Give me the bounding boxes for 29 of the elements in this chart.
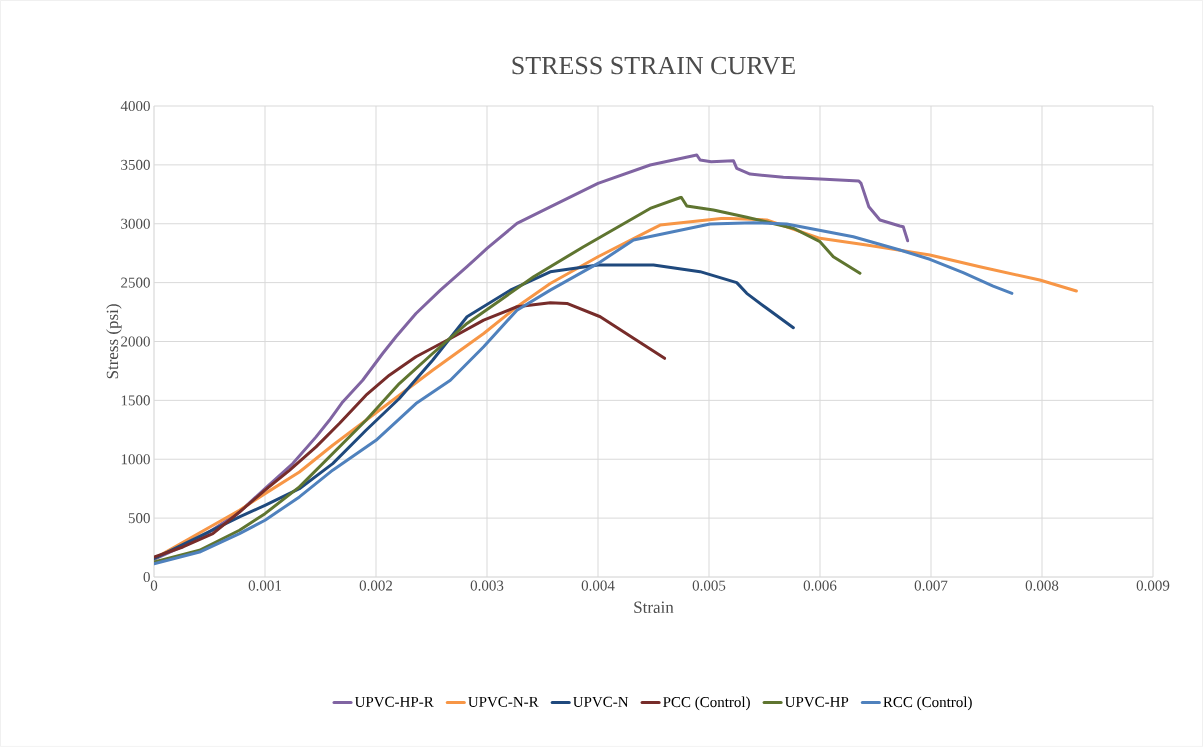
x-tick-label: 0.001 bbox=[248, 580, 281, 591]
legend-label: UPVC-N bbox=[573, 696, 629, 707]
y-tick-label: 4000 bbox=[120, 100, 150, 112]
legend-label: PCC (Control) bbox=[663, 696, 750, 711]
chart-title: STRESS STRAIN CURVE bbox=[512, 56, 795, 75]
legend-label: UPVC-HP bbox=[784, 696, 849, 707]
x-tick-label: 0.007 bbox=[914, 580, 948, 591]
legend-label: UPVC-N-R bbox=[468, 696, 539, 707]
legend-label: UPVC-HP-R bbox=[354, 696, 434, 707]
x-axis-title: Strain bbox=[634, 601, 674, 613]
y-tick-label: 0 bbox=[143, 571, 150, 583]
y-tick-label: 2500 bbox=[121, 277, 150, 288]
x-tick-label: 0.006 bbox=[803, 580, 837, 591]
x-tick-label: 0.005 bbox=[692, 580, 726, 591]
legend-label: RCC (Control) bbox=[883, 696, 972, 711]
x-tick-label: 0.002 bbox=[359, 580, 393, 591]
x-tick-label: 0 bbox=[150, 580, 158, 591]
y-tick-label: 1500 bbox=[121, 395, 150, 406]
y-tick-label: 3500 bbox=[121, 159, 150, 170]
y-tick-label: 3000 bbox=[121, 218, 150, 229]
x-tick-label: 0.004 bbox=[581, 580, 615, 591]
y-tick-label: 500 bbox=[128, 513, 150, 524]
y-tick-label: 2000 bbox=[121, 336, 150, 347]
x-tick-label: 0.009 bbox=[1136, 580, 1170, 591]
line-series bbox=[154, 301, 667, 559]
x-tick-label: 0.003 bbox=[470, 580, 504, 591]
x-tick-label: 0.008 bbox=[1025, 580, 1059, 591]
y-tick-label: 1000 bbox=[121, 454, 150, 465]
y-axis-title: Stress (psi) bbox=[106, 304, 122, 379]
